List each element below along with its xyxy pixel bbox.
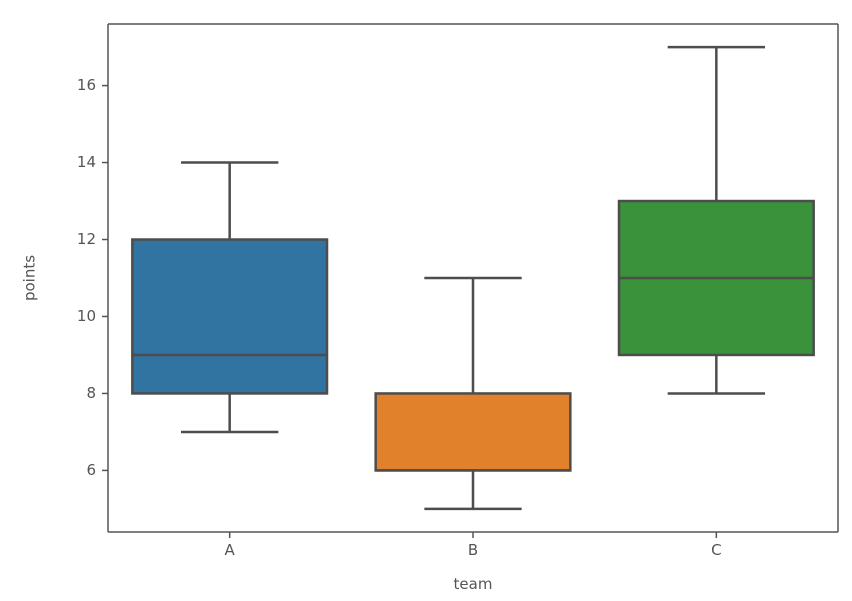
y-tick-label: 10 — [77, 307, 96, 325]
y-axis-label: points — [21, 255, 39, 301]
x-axis-label: team — [454, 575, 493, 593]
x-tick-label: B — [468, 541, 478, 559]
boxplot-chart: 6 8 10 12 14 16 A B Cteam points — [0, 0, 852, 601]
x-tick-label: C — [711, 541, 721, 559]
box-rect — [376, 393, 571, 470]
box-rect — [132, 240, 327, 394]
y-tick-label: 12 — [77, 230, 96, 248]
y-tick-label: 8 — [86, 384, 96, 402]
y-tick-label: 14 — [77, 153, 96, 171]
y-tick-label: 16 — [77, 76, 96, 94]
x-tick-label: A — [225, 541, 236, 559]
chart-svg: 6 8 10 12 14 16 A B Cteam points — [0, 0, 852, 601]
y-tick-label: 6 — [86, 461, 96, 479]
